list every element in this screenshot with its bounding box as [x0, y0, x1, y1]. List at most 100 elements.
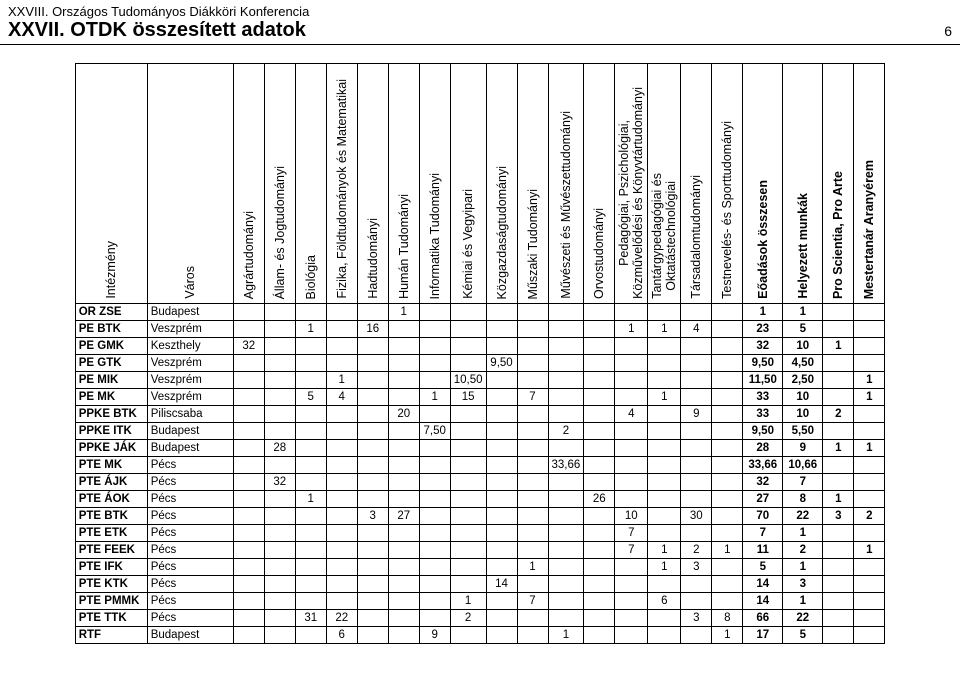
- table-row: PTE MKPécs33,6633,6610,66: [75, 457, 885, 474]
- cell-value: 1: [712, 542, 743, 559]
- cell-value: [357, 372, 388, 389]
- col-header: Eőadások összesen: [743, 64, 783, 304]
- cell-value: [615, 576, 648, 593]
- cell-value: [517, 457, 548, 474]
- cell-value: [264, 355, 295, 372]
- cell-value: [854, 474, 885, 491]
- cell-value: [233, 440, 264, 457]
- cell-value: [450, 406, 486, 423]
- cell-value: [264, 304, 295, 321]
- cell-value: [854, 525, 885, 542]
- col-header: Orvostudományi: [584, 64, 615, 304]
- cell-value: [854, 338, 885, 355]
- cell-value: 1: [854, 372, 885, 389]
- cell-value: [264, 321, 295, 338]
- cell-value: [450, 491, 486, 508]
- cell-value: [548, 355, 584, 372]
- cell-city: Piliscsaba: [147, 406, 233, 423]
- cell-value: 1: [648, 542, 681, 559]
- cell-inst: PTE PMMK: [75, 593, 147, 610]
- cell-value: [854, 355, 885, 372]
- cell-inst: PTE ETK: [75, 525, 147, 542]
- cell-value: [295, 627, 326, 644]
- cell-value: 1: [388, 304, 419, 321]
- cell-value: [450, 542, 486, 559]
- cell-value: [615, 457, 648, 474]
- table-row: PE MKVeszprém541157133101: [75, 389, 885, 406]
- cell-value: 7: [517, 389, 548, 406]
- cell-value: [388, 610, 419, 627]
- cell-value: [388, 338, 419, 355]
- cell-value: 7,50: [419, 423, 450, 440]
- cell-value: [517, 423, 548, 440]
- cell-inst: PE MK: [75, 389, 147, 406]
- col-header: Társadalomtudományi: [681, 64, 712, 304]
- cell-value: [326, 542, 357, 559]
- cell-inst: PTE FEEK: [75, 542, 147, 559]
- cell-value: [326, 338, 357, 355]
- header-line2-row: XXVII. OTDK összesített adatok 6: [0, 19, 960, 45]
- col-header: Város: [147, 64, 233, 304]
- cell-value: [615, 440, 648, 457]
- cell-value: [712, 423, 743, 440]
- cell-value: [264, 525, 295, 542]
- cell-value: [419, 593, 450, 610]
- cell-value: 4: [681, 321, 712, 338]
- cell-value: [584, 355, 615, 372]
- col-header: Intézmény: [75, 64, 147, 304]
- cell-city: Pécs: [147, 457, 233, 474]
- cell-value: [326, 321, 357, 338]
- cell-value: [584, 542, 615, 559]
- table-row: PTE KTKPécs14143: [75, 576, 885, 593]
- cell-value: [648, 440, 681, 457]
- cell-value: [854, 491, 885, 508]
- cell-inst: PE GMK: [75, 338, 147, 355]
- cell-value: 2: [450, 610, 486, 627]
- cell-value: 10: [783, 406, 823, 423]
- cell-value: [264, 389, 295, 406]
- cell-value: [388, 372, 419, 389]
- cell-value: [450, 559, 486, 576]
- cell-city: Pécs: [147, 491, 233, 508]
- cell-inst: PPKE BTK: [75, 406, 147, 423]
- cell-value: 15: [450, 389, 486, 406]
- cell-value: [548, 440, 584, 457]
- cell-value: 3: [681, 559, 712, 576]
- cell-value: [295, 423, 326, 440]
- cell-value: [264, 372, 295, 389]
- cell-value: [295, 338, 326, 355]
- cell-value: [486, 423, 517, 440]
- cell-value: 4: [615, 406, 648, 423]
- table-row: PTE BTKPécs3271030702232: [75, 508, 885, 525]
- cell-value: [233, 355, 264, 372]
- cell-value: [823, 389, 854, 406]
- cell-value: 9: [681, 406, 712, 423]
- cell-value: [233, 627, 264, 644]
- cell-value: [615, 338, 648, 355]
- cell-value: [450, 440, 486, 457]
- cell-value: [233, 474, 264, 491]
- cell-value: 1: [854, 440, 885, 457]
- cell-value: [517, 508, 548, 525]
- cell-value: [548, 372, 584, 389]
- cell-inst: PE MIK: [75, 372, 147, 389]
- cell-value: [264, 423, 295, 440]
- cell-value: [233, 372, 264, 389]
- col-header: Fizika, Földtudományok és Matematikai: [326, 64, 357, 304]
- col-header: Humán Tudományi: [388, 64, 419, 304]
- cell-value: [584, 321, 615, 338]
- col-header: Mestertanár Aranyérem: [854, 64, 885, 304]
- cell-value: [517, 627, 548, 644]
- cell-city: Budapest: [147, 423, 233, 440]
- cell-value: [295, 474, 326, 491]
- cell-value: [712, 525, 743, 542]
- cell-value: [712, 559, 743, 576]
- cell-value: [681, 457, 712, 474]
- cell-value: [486, 610, 517, 627]
- cell-value: [584, 576, 615, 593]
- cell-inst: PTE ÁJK: [75, 474, 147, 491]
- col-header: Informatika Tudományi: [419, 64, 450, 304]
- cell-value: 66: [743, 610, 783, 627]
- cell-value: [584, 457, 615, 474]
- cell-value: [357, 542, 388, 559]
